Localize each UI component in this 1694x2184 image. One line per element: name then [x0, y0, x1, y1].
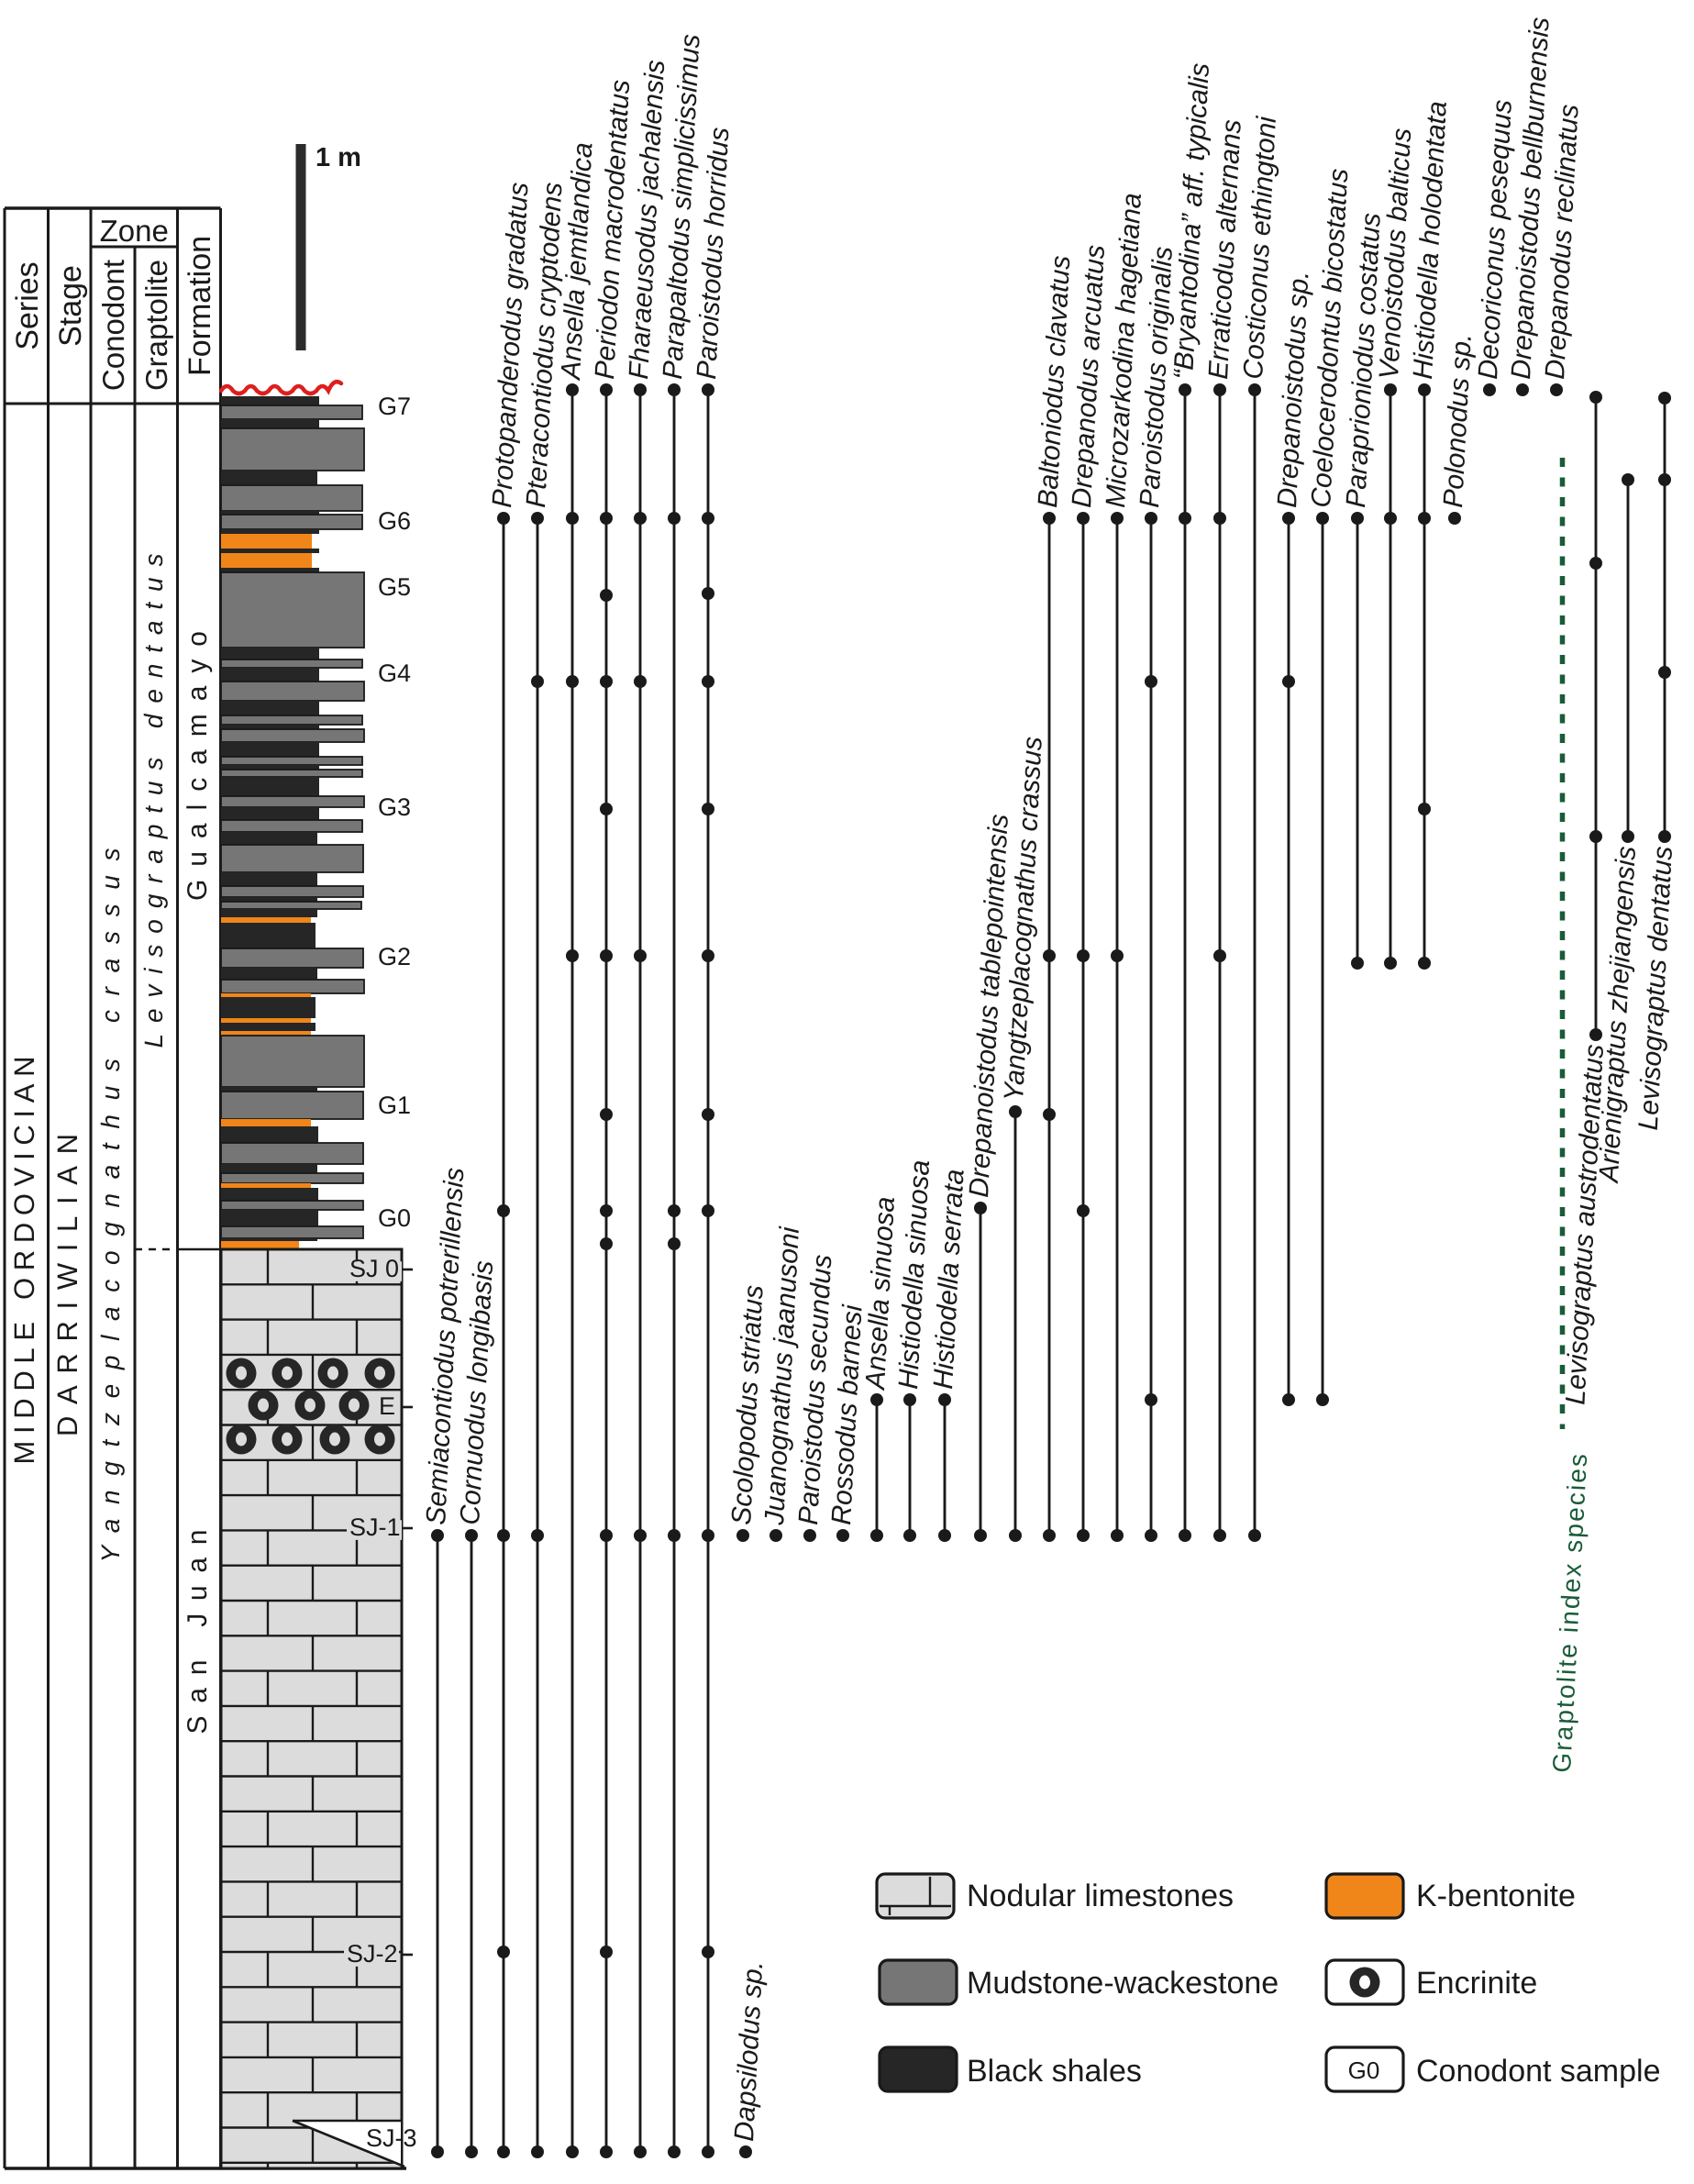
svg-text:SJ 0: SJ 0 — [349, 1255, 399, 1282]
svg-text:MIDDLE ORDOVICIAN: MIDDLE ORDOVICIAN — [8, 1057, 40, 1465]
svg-text:Black shales: Black shales — [967, 2054, 1142, 2089]
svg-text:Formation: Formation — [183, 236, 217, 376]
svg-text:E: E — [379, 1392, 395, 1420]
svg-text:Nodular limestones: Nodular limestones — [967, 1879, 1234, 1913]
svg-text:G4: G4 — [378, 660, 411, 687]
svg-text:Encrinite: Encrinite — [1416, 1966, 1537, 2001]
svg-text:G5: G5 — [378, 573, 411, 601]
svg-text:G6: G6 — [378, 507, 411, 535]
svg-text:SJ-2: SJ-2 — [347, 1940, 398, 1968]
svg-text:Mudstone-wackestone: Mudstone-wackestone — [967, 1966, 1279, 2001]
svg-text:Zone: Zone — [100, 214, 169, 248]
svg-text:SJ-1: SJ-1 — [349, 1513, 401, 1541]
svg-text:G7: G7 — [378, 393, 411, 420]
svg-text:G0: G0 — [378, 1204, 411, 1232]
svg-text:DARRIWILIAN: DARRIWILIAN — [51, 1134, 83, 1436]
svg-text:1 m: 1 m — [316, 143, 361, 172]
svg-text:G1: G1 — [378, 1092, 411, 1119]
svg-text:Yangtzeplacognathus crassus: Yangtzeplacognathus crassus — [96, 848, 125, 1562]
svg-text:G2: G2 — [378, 943, 411, 970]
svg-text:Conodont: Conodont — [96, 260, 130, 391]
svg-text:K-bentonite: K-bentonite — [1416, 1879, 1576, 1913]
svg-text:SJ-3: SJ-3 — [366, 2124, 417, 2152]
svg-text:G3: G3 — [378, 793, 411, 821]
svg-text:Stage: Stage — [53, 265, 88, 347]
svg-text:Series: Series — [10, 261, 45, 349]
svg-text:Graptolite: Graptolite — [139, 260, 173, 391]
svg-text:G0: G0 — [1348, 2057, 1380, 2084]
svg-text:Conodont sample: Conodont sample — [1416, 2054, 1661, 2089]
